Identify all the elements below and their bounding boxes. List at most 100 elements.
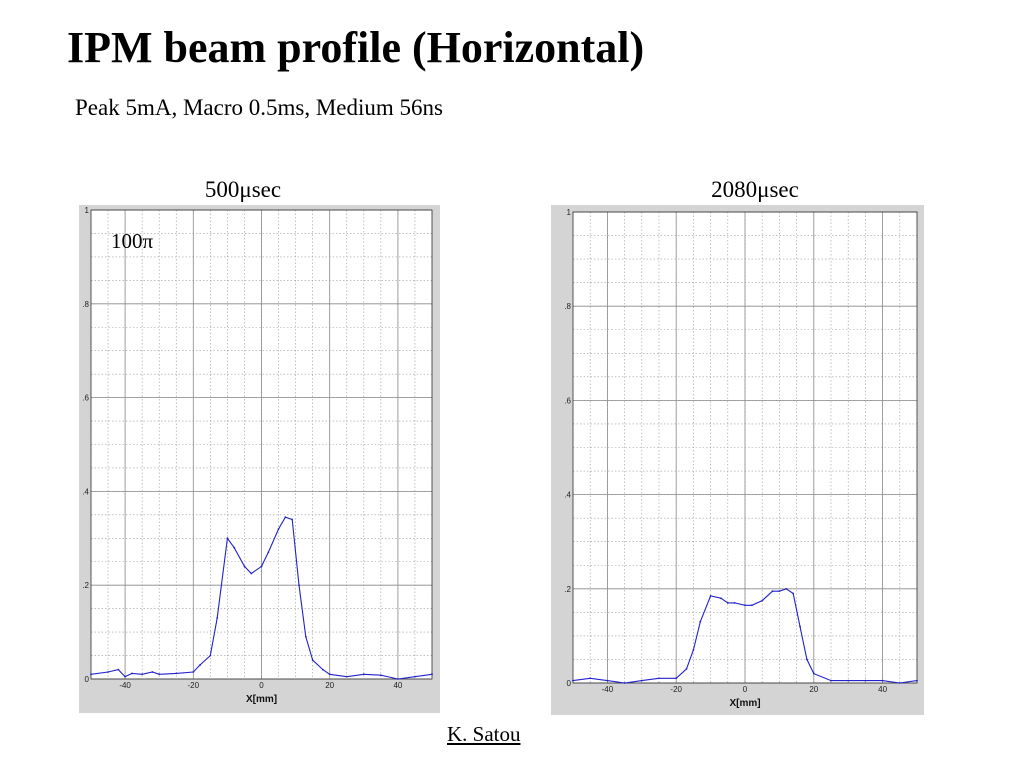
- data-point: [321, 668, 324, 671]
- data-point: [589, 677, 592, 680]
- data-point: [243, 565, 246, 568]
- data-point: [250, 572, 253, 575]
- x-axis-title: X[mm]: [246, 694, 277, 705]
- data-point: [379, 674, 382, 677]
- chart-1-title: 500μsec: [204, 177, 282, 202]
- data-point: [117, 668, 120, 671]
- data-point: [658, 677, 660, 680]
- chart-2-title: 2080μsec: [711, 177, 799, 202]
- data-point: [141, 673, 144, 676]
- data-point: [744, 604, 746, 607]
- data-point: [785, 587, 788, 590]
- data-point: [192, 671, 195, 673]
- data-point: [131, 672, 133, 675]
- data-point: [216, 617, 219, 619]
- data-point: [362, 673, 365, 676]
- x-tick-label: 20: [325, 681, 334, 690]
- data-point: [328, 673, 331, 676]
- data-point: [916, 679, 918, 682]
- chart-1-plot: -40 -20 0 20 40 0 .2 .4 .6 .8 1 X[mm] 100π: [82, 206, 433, 705]
- data-point: [699, 620, 702, 623]
- data-point: [199, 664, 202, 666]
- data-point: [720, 597, 722, 600]
- data-point: [799, 625, 801, 628]
- data-point: [847, 679, 850, 682]
- data-point: [260, 565, 263, 568]
- data-point: [311, 659, 314, 662]
- data-point: [623, 682, 626, 684]
- data-point: [304, 635, 307, 638]
- y-tick-label: .8: [82, 300, 89, 309]
- data-point: [233, 546, 236, 549]
- x-tick-label: -40: [602, 685, 614, 694]
- data-point: [792, 592, 795, 595]
- data-point: [898, 682, 901, 684]
- y-tick-label: 0: [567, 679, 572, 688]
- x-tick-label: 0: [743, 685, 748, 694]
- x-tick-label: 40: [878, 685, 887, 694]
- data-point: [298, 584, 300, 587]
- x-tick-label: 20: [809, 685, 818, 694]
- data-point: [806, 658, 808, 661]
- x-tick-label: 0: [259, 681, 264, 690]
- x-tick-label: 40: [393, 681, 402, 690]
- annotation-label: 100π: [111, 229, 154, 253]
- data-point: [726, 602, 729, 604]
- data-point: [291, 518, 294, 521]
- y-tick-label: .2: [82, 581, 89, 590]
- y-tick-label: .6: [564, 396, 571, 405]
- plot-frame: [572, 211, 918, 684]
- author-credit[interactable]: K. Satou: [447, 722, 521, 746]
- data-point: [124, 675, 126, 678]
- x-tick-label: -20: [670, 685, 682, 694]
- data-point: [284, 516, 287, 519]
- data-point: [778, 590, 781, 593]
- data-point: [685, 667, 688, 670]
- y-tick-label: 1: [85, 206, 90, 215]
- chart-2-panel: -40 -20 0 20 40 0 .2 .4 .6 .8 1 X[mm]: [551, 205, 924, 715]
- data-point: [345, 675, 348, 678]
- data-point: [606, 679, 609, 682]
- data-point: [881, 679, 884, 682]
- data-point: [158, 673, 161, 676]
- data-point: [397, 678, 399, 680]
- data-point: [90, 673, 92, 676]
- data-point: [209, 654, 212, 657]
- data-point: [750, 604, 753, 607]
- slide-subtitle: Peak 5mA, Macro 0.5ms, Medium 56ns: [75, 95, 443, 120]
- data-point: [675, 677, 678, 680]
- plot-frame: [90, 209, 433, 680]
- data-point: [640, 679, 643, 682]
- y-tick-label: 1: [567, 208, 572, 217]
- x-axis-title: X[mm]: [729, 698, 760, 709]
- data-point: [414, 675, 416, 678]
- data-point: [709, 594, 712, 597]
- data-point: [151, 671, 154, 673]
- data-point: [733, 602, 736, 604]
- data-point: [812, 672, 815, 675]
- data-point: [761, 599, 764, 602]
- chart-1-panel: -40 -20 0 20 40 0 .2 .4 .6 .8 1 X[mm] 100π: [79, 205, 440, 713]
- x-tick-label: -20: [188, 681, 200, 690]
- data-point: [431, 673, 433, 676]
- data-point: [226, 537, 229, 540]
- y-tick-label: .4: [564, 491, 571, 500]
- data-point: [175, 672, 178, 675]
- data-point: [864, 679, 867, 682]
- data-point: [771, 590, 774, 593]
- data-point: [267, 551, 270, 554]
- chart-2-plot: -40 -20 0 20 40 0 .2 .4 .6 .8 1 X[mm]: [564, 208, 918, 709]
- series-line: [572, 588, 918, 684]
- y-tick-label: .4: [82, 487, 89, 496]
- data-point: [277, 528, 280, 530]
- y-tick-label: .6: [82, 394, 89, 403]
- y-tick-label: 0: [85, 675, 90, 684]
- data-point: [830, 679, 832, 682]
- data-point: [572, 679, 574, 682]
- data-point: [692, 649, 695, 651]
- y-tick-label: .8: [564, 302, 571, 311]
- slide-title: IPM beam profile (Horizontal): [67, 23, 645, 72]
- y-tick-label: .2: [564, 585, 571, 594]
- x-tick-label: -40: [119, 681, 131, 690]
- data-point: [107, 671, 109, 673]
